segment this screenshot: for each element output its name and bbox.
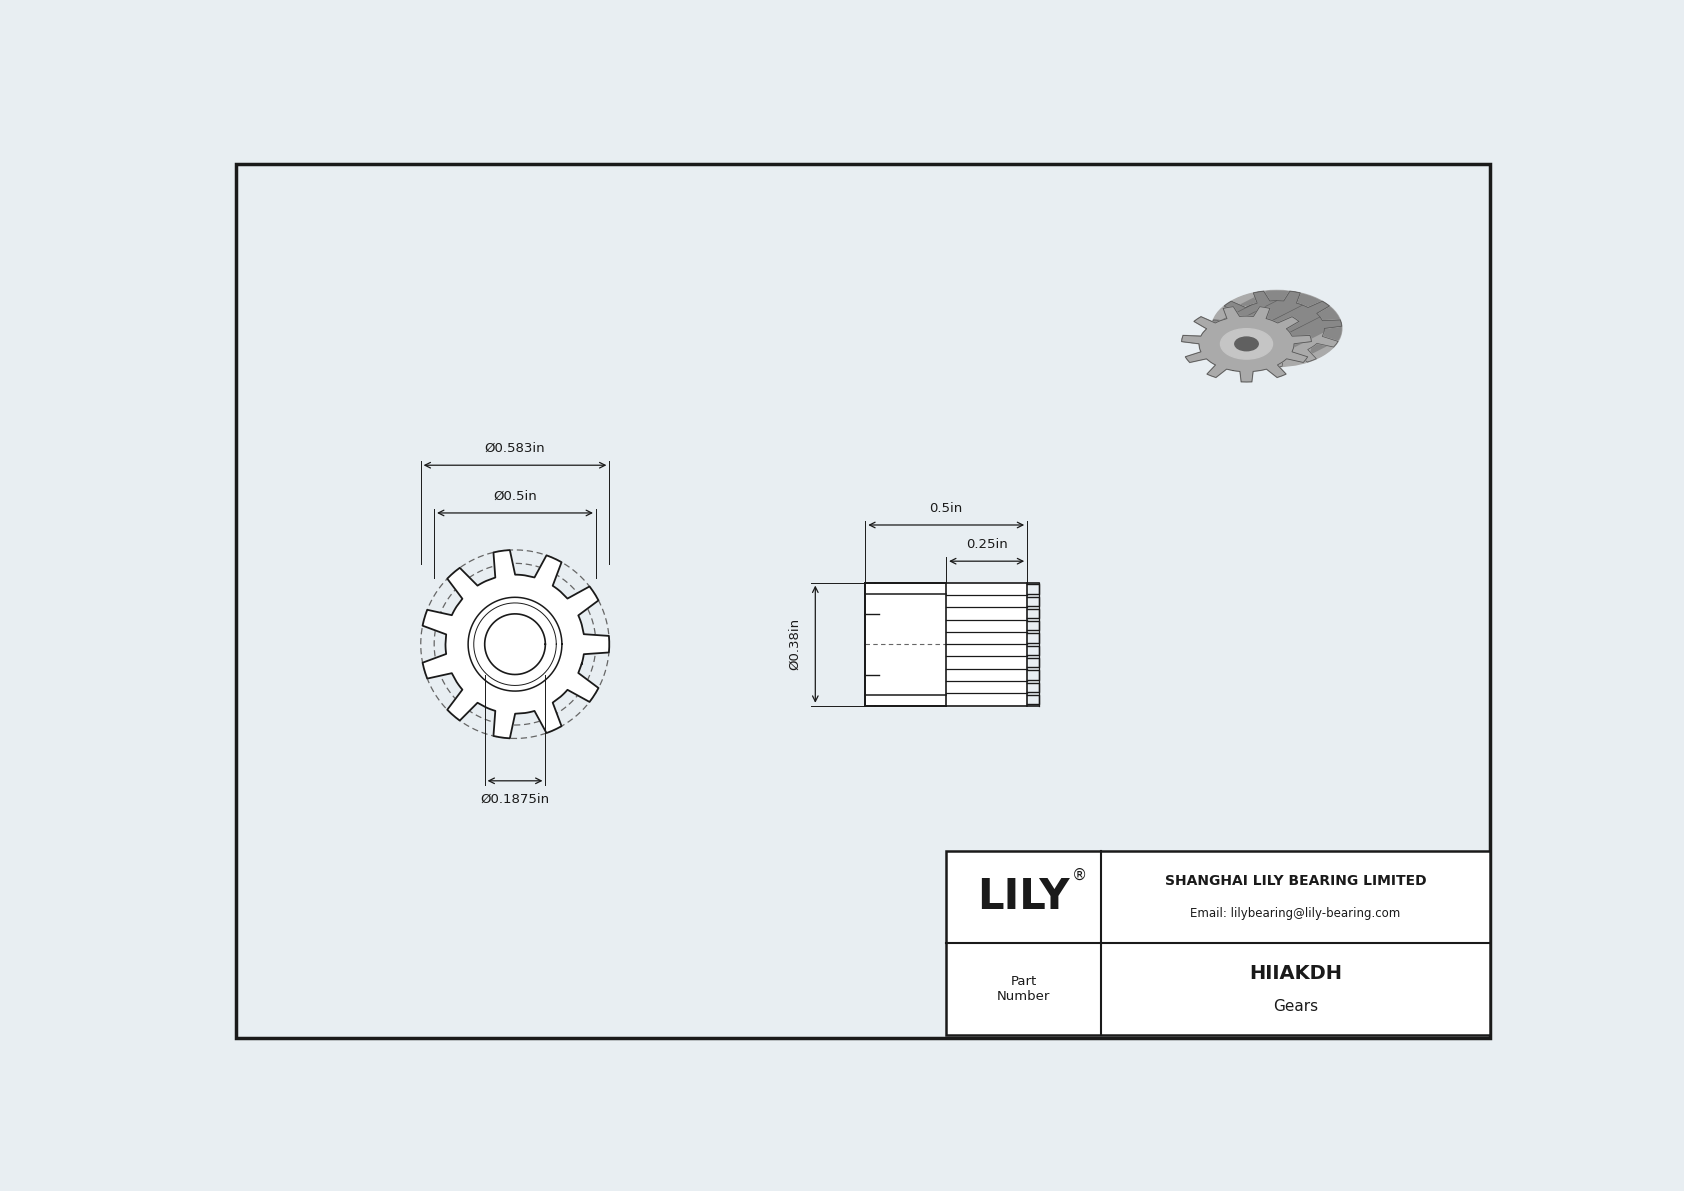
Text: Ø0.38in: Ø0.38in [788,618,802,671]
Polygon shape [1238,313,1303,349]
Text: 0.25in: 0.25in [965,538,1007,551]
Ellipse shape [1234,337,1258,350]
Polygon shape [1212,292,1342,367]
Polygon shape [1246,292,1302,320]
Text: ®: ® [1073,867,1088,883]
Polygon shape [866,582,1027,705]
Polygon shape [1221,292,1276,320]
Text: 0.5in: 0.5in [930,501,963,515]
Polygon shape [1182,317,1234,348]
Ellipse shape [1212,291,1342,367]
Polygon shape [1290,317,1342,348]
Text: Ø0.5in: Ø0.5in [493,490,537,503]
Polygon shape [423,550,610,738]
Text: Ø0.583in: Ø0.583in [485,442,546,455]
Text: Gears: Gears [1273,998,1319,1014]
Polygon shape [1194,301,1251,332]
Polygon shape [1236,291,1342,356]
Polygon shape [1182,306,1312,382]
Text: Ø0.1875in: Ø0.1875in [480,792,549,805]
Polygon shape [485,613,546,674]
Polygon shape [1271,301,1329,332]
Text: HIIAKDH: HIIAKDH [1250,965,1342,984]
Text: Part
Number: Part Number [997,975,1051,1003]
Text: Email: lilybearing@lily-bearing.com: Email: lilybearing@lily-bearing.com [1191,908,1401,921]
Text: LILY: LILY [977,875,1069,918]
Text: SHANGHAI LILY BEARING LIMITED: SHANGHAI LILY BEARING LIMITED [1165,874,1426,888]
Ellipse shape [1221,329,1273,360]
Bar [946,850,1490,1035]
